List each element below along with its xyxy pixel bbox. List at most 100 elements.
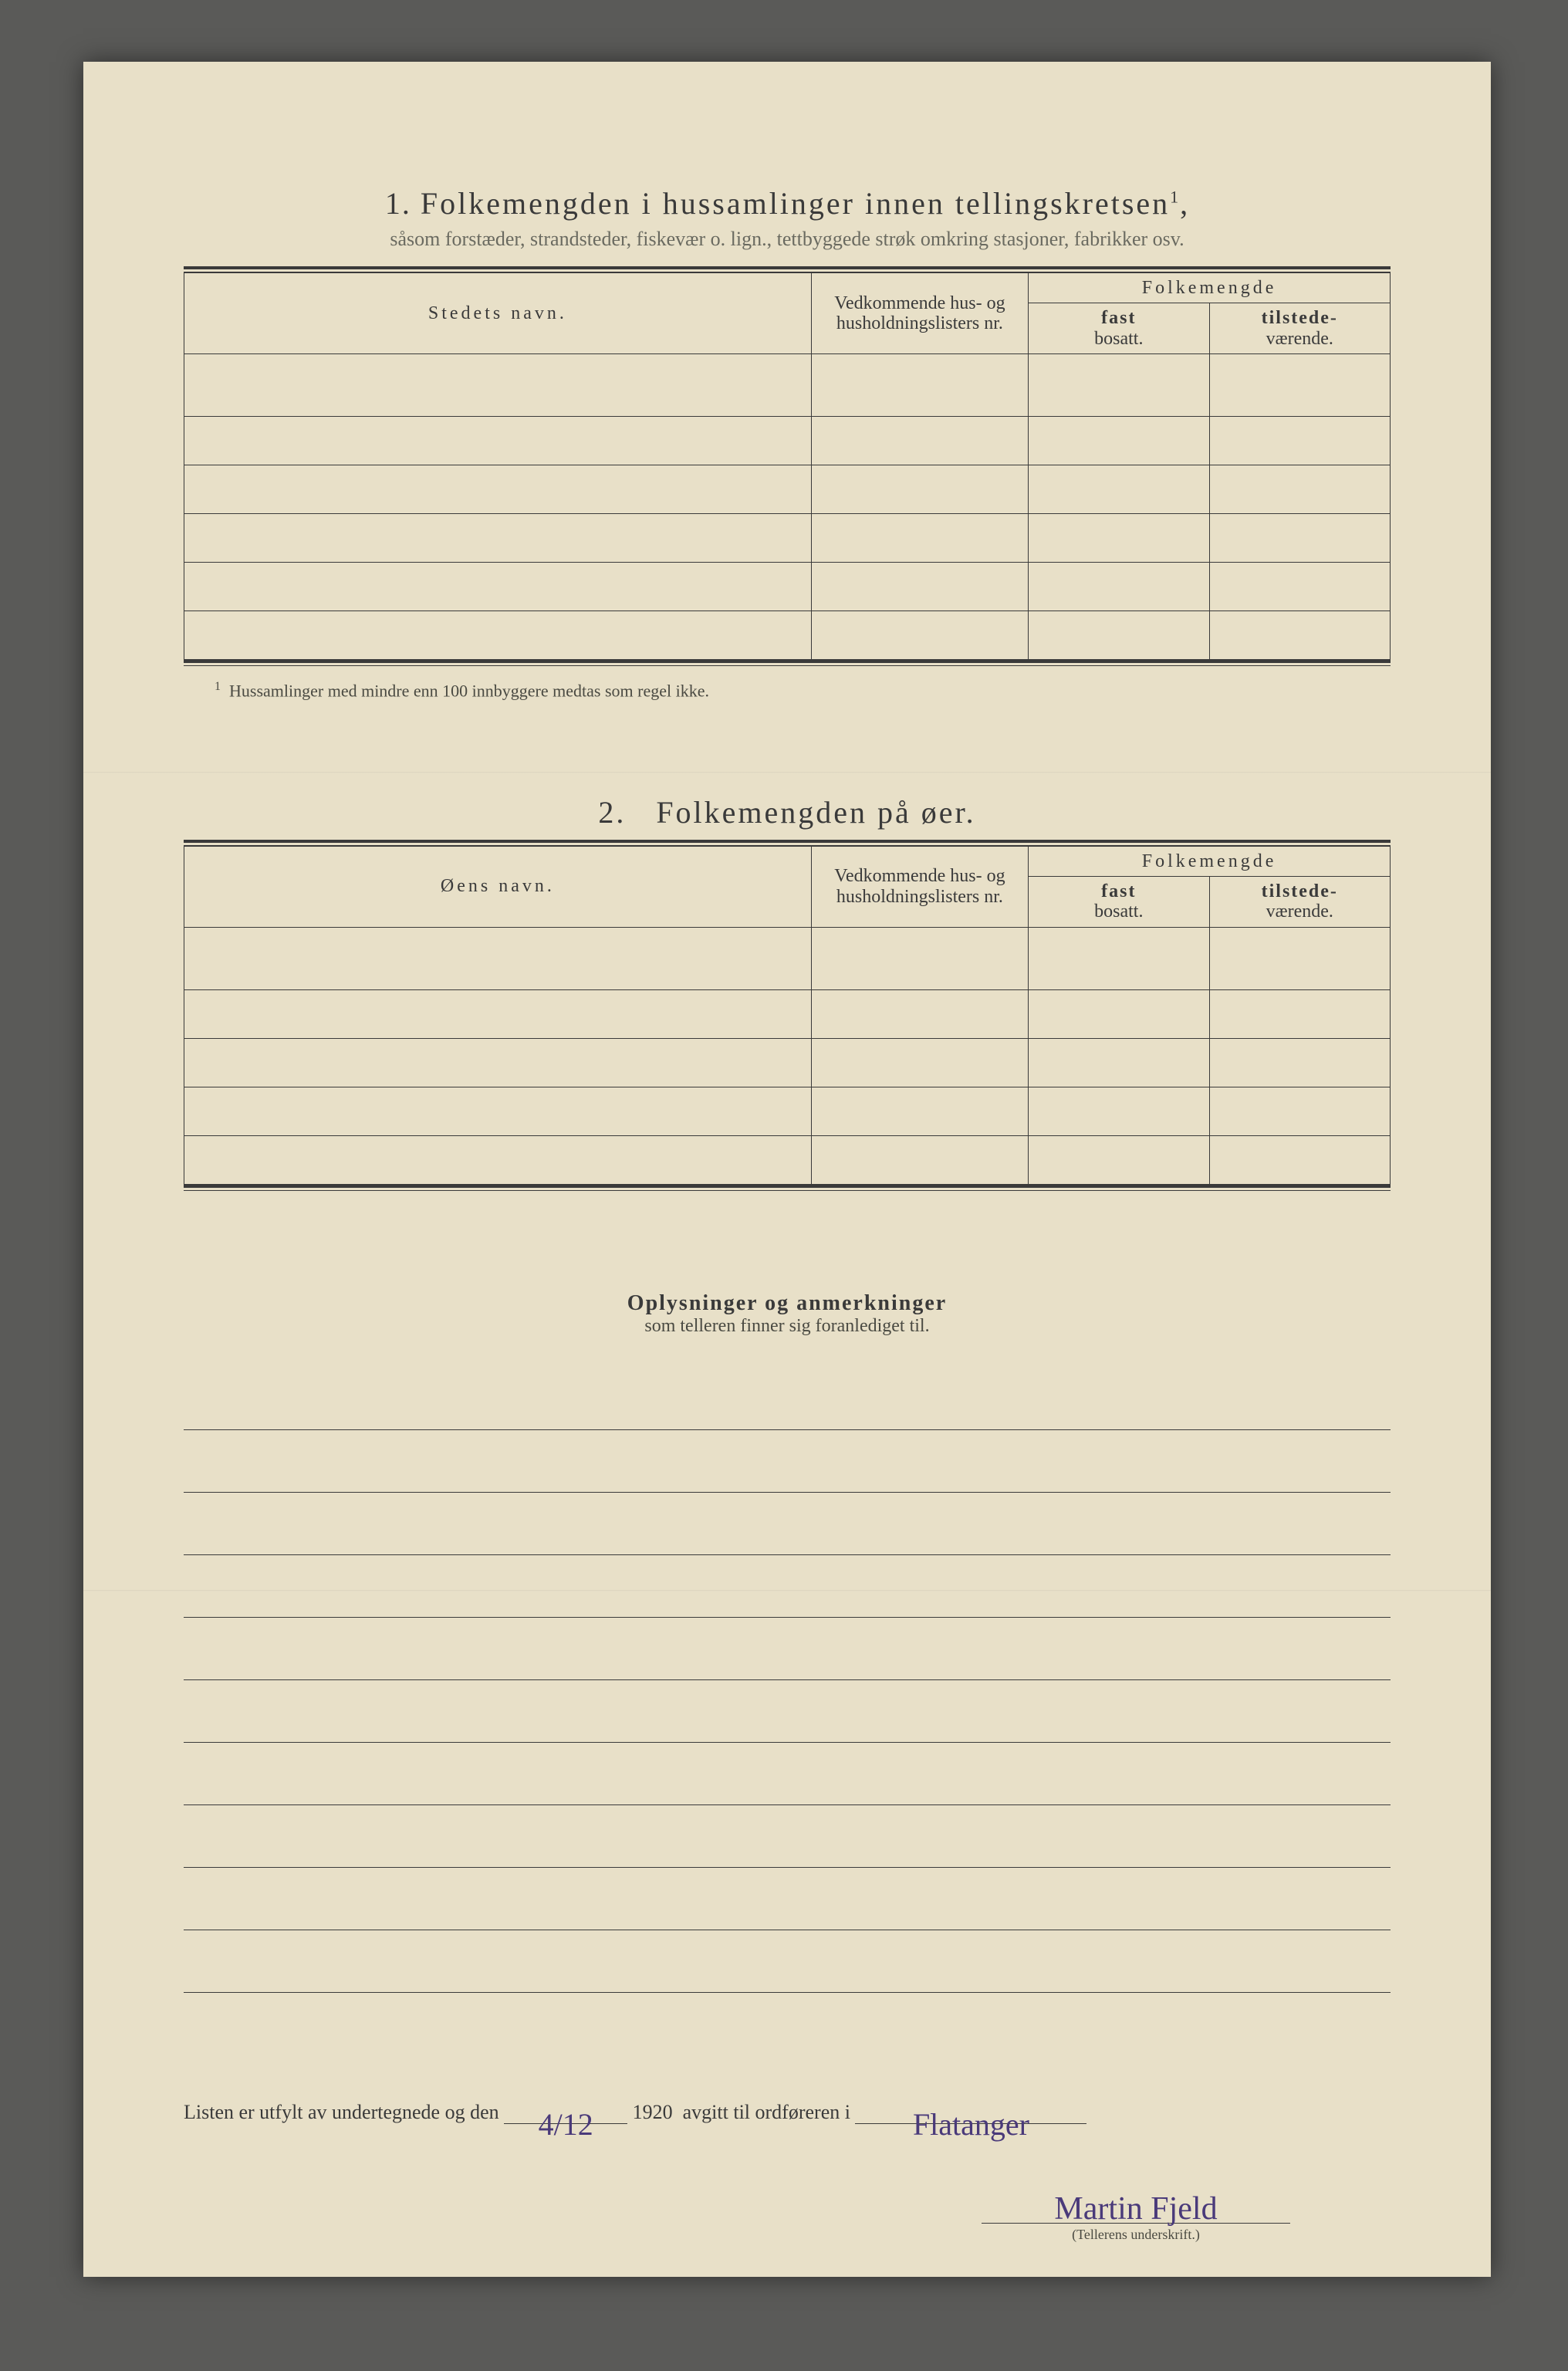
table-row (184, 927, 1391, 989)
section2-table: Øens navn. Vedkommende hus- og husholdni… (184, 846, 1391, 1185)
paper-fold (83, 1590, 1491, 1591)
blank-line (184, 1368, 1391, 1430)
section3-title: Oplysninger og anmerkninger (184, 1291, 1391, 1316)
section1-rule-bottom (184, 660, 1391, 666)
section1-heading: 1. Folkemengden i hussamlinger innen tel… (184, 185, 1391, 222)
table-cell (811, 989, 1028, 1038)
table-row (184, 465, 1391, 514)
col-fast: fastbosatt. (1029, 303, 1209, 354)
table-cell (184, 563, 812, 611)
paper-sheet: 1. Folkemengden i hussamlinger innen tel… (83, 62, 1491, 2277)
table-cell (1209, 354, 1390, 417)
sig-place-hand: Flatanger (913, 2106, 1029, 2143)
section1-subtitle: såsom forstæder, strandsteder, fiskevær … (184, 228, 1391, 251)
sig-name-hand: Martin Fjeld (1054, 2190, 1217, 2227)
blank-line (184, 1493, 1391, 1555)
section3-subtitle: som telleren finner sig foranlediget til… (184, 1316, 1391, 1337)
table-cell (1029, 1038, 1209, 1087)
blank-line (184, 1555, 1391, 1618)
table-cell (184, 514, 812, 563)
table-cell (1029, 1087, 1209, 1135)
blank-line (184, 1930, 1391, 1993)
table-cell (1209, 1038, 1390, 1087)
table-cell (1209, 417, 1390, 465)
table-cell (1029, 514, 1209, 563)
sig-year: 1920 (633, 2101, 673, 2123)
table-cell (184, 1087, 812, 1135)
table-cell (184, 1135, 812, 1184)
table-cell (184, 989, 812, 1038)
col-vedkommende: Vedkommende hus- og husholdningslisters … (811, 273, 1028, 354)
col-fast-2: fastbosatt. (1029, 876, 1209, 927)
table-row (184, 514, 1391, 563)
section2-thead: Øens navn. Vedkommende hus- og husholdni… (184, 846, 1391, 927)
table-cell (184, 465, 812, 514)
table-cell (1029, 417, 1209, 465)
table-cell (184, 1038, 812, 1087)
paper-fold (83, 772, 1491, 773)
table-cell (1029, 611, 1209, 660)
col-vedkommende-2: Vedkommende hus- og husholdningslisters … (811, 846, 1028, 927)
blank-line (184, 1805, 1391, 1868)
section1-table: Stedets navn. Vedkommende hus- og hushol… (184, 272, 1391, 660)
col-folkemengde-2: Folkemengde (1029, 846, 1391, 876)
table-cell (1209, 1087, 1390, 1135)
table-cell (1209, 514, 1390, 563)
section2-number: 2. (598, 795, 626, 830)
table-row (184, 989, 1391, 1038)
blank-line (184, 1430, 1391, 1493)
table-cell (1029, 989, 1209, 1038)
section1-title-text: Folkemengden i hussamlinger innen tellin… (421, 186, 1170, 221)
table-cell (1029, 927, 1209, 989)
col-tilstede-2: tilstede-værende. (1209, 876, 1390, 927)
sig-middle: avgitt til ordføreren i (683, 2101, 850, 2123)
col-folkemengde: Folkemengde (1029, 273, 1391, 303)
section1-rule (184, 266, 1391, 272)
section1-number: 1. (385, 186, 411, 221)
section1-title-sup: 1 (1170, 188, 1180, 207)
table-cell (1209, 563, 1390, 611)
section1-tbody (184, 354, 1391, 660)
table-row (184, 611, 1391, 660)
section1-footnote: 1 Hussamlinger med mindre enn 100 innbyg… (184, 680, 1391, 701)
table-cell (811, 1038, 1028, 1087)
table-cell (811, 514, 1028, 563)
section1-title-trailing: , (1180, 186, 1189, 221)
sig-name-block: Martin Fjeld (Tellerens underskrift.) (982, 2186, 1290, 2243)
table-cell (1209, 611, 1390, 660)
table-cell (1209, 465, 1390, 514)
table-cell (811, 927, 1028, 989)
table-cell (184, 611, 812, 660)
footnote-text: Hussamlinger med mindre enn 100 innbygge… (229, 682, 709, 701)
section2-tbody (184, 927, 1391, 1184)
table-cell (1209, 989, 1390, 1038)
section1-thead: Stedets navn. Vedkommende hus- og hushol… (184, 273, 1391, 354)
sig-date-hand: 4/12 (539, 2106, 593, 2143)
section3: Oplysninger og anmerkninger som telleren… (184, 1291, 1391, 1993)
section3-lines (184, 1368, 1391, 1993)
sig-date-field: 4/12 (504, 2102, 627, 2124)
table-row (184, 354, 1391, 417)
footnote-marker: 1 (215, 680, 221, 693)
blank-line (184, 1618, 1391, 1680)
table-cell (811, 1087, 1028, 1135)
section2-heading: 2. Folkemengden på øer. (184, 794, 1391, 830)
table-cell (811, 417, 1028, 465)
page-content: 1. Folkemengden i hussamlinger innen tel… (83, 62, 1491, 2186)
col-oens-navn: Øens navn. (184, 846, 812, 927)
table-cell (811, 563, 1028, 611)
table-cell (184, 354, 812, 417)
section2-rule-bottom (184, 1185, 1391, 1191)
table-cell (811, 611, 1028, 660)
section2-rule (184, 840, 1391, 846)
sig-prefix: Listen er utfylt av undertegnede og den (184, 2101, 499, 2123)
table-cell (1209, 1135, 1390, 1184)
blank-line (184, 1743, 1391, 1805)
table-cell (184, 417, 812, 465)
col-stedets-navn: Stedets navn. (184, 273, 812, 354)
table-cell (811, 354, 1028, 417)
blank-line (184, 1868, 1391, 1930)
table-cell (811, 1135, 1028, 1184)
table-row (184, 417, 1391, 465)
table-row (184, 563, 1391, 611)
